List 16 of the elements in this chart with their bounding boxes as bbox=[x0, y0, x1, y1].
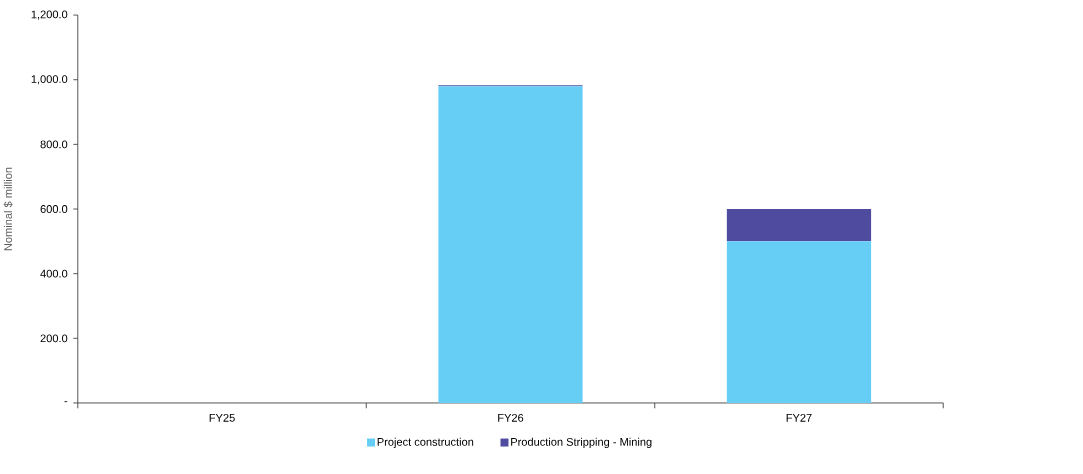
y-tick-label: 1,000.0 bbox=[31, 75, 68, 85]
x-tick-label: FY27 bbox=[786, 413, 812, 422]
legend-label: Production Stripping - Mining bbox=[511, 437, 652, 449]
y-tick-label: 800.0 bbox=[40, 140, 68, 149]
y-axis-title: Nominal $ million bbox=[3, 167, 13, 251]
x-tick-label: FY25 bbox=[209, 413, 235, 422]
y-tick-label: 1,200.0 bbox=[31, 10, 68, 20]
bar bbox=[438, 86, 583, 403]
bar bbox=[726, 241, 872, 403]
legend-label: Project construction bbox=[377, 437, 474, 449]
bar bbox=[726, 209, 872, 242]
y-tick-label: 400.0 bbox=[40, 269, 68, 278]
y-tick-label: - bbox=[64, 401, 68, 403]
x-tick-label: FY26 bbox=[498, 413, 524, 422]
y-tick-label: 200.0 bbox=[40, 334, 68, 343]
y-tick-label: 600.0 bbox=[40, 205, 68, 213]
